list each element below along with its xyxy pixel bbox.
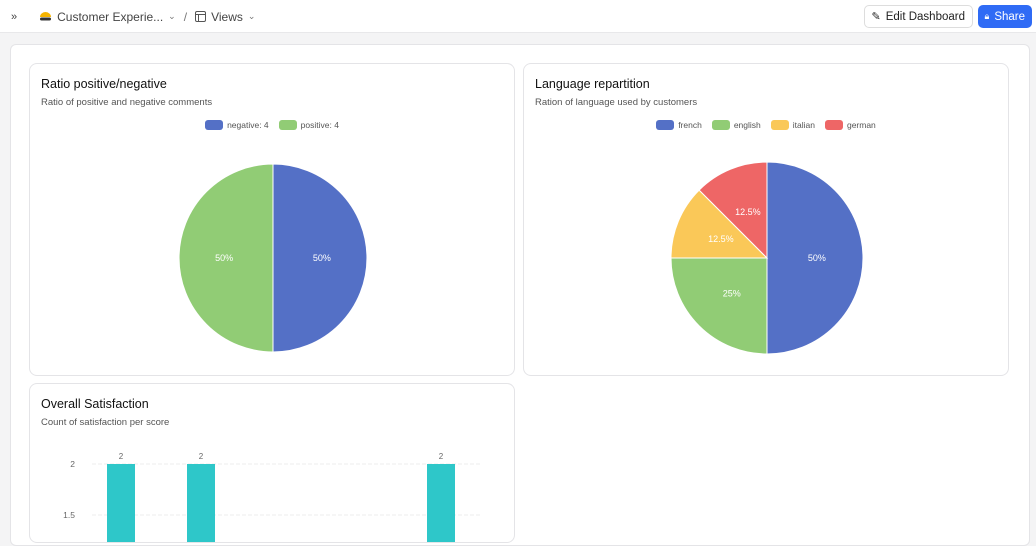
y-tick-label: 2 — [70, 459, 75, 469]
base-logo-icon — [40, 11, 52, 20]
bar-data-label: 2 — [119, 452, 124, 461]
bar-chart: 2 1.5 2 2 2 — [63, 452, 482, 542]
bar-data-label: 2 — [199, 452, 204, 461]
slice-label: 50% — [808, 253, 826, 263]
bar[interactable] — [427, 464, 455, 542]
card-title: Overall Satisfaction — [41, 397, 149, 411]
legend-swatch — [656, 120, 675, 130]
legend-label: french — [678, 120, 702, 130]
edit-dashboard-label: Edit Dashboard — [885, 10, 965, 23]
legend-label: positive: 4 — [300, 120, 339, 130]
pie-slice-italian[interactable] — [670, 189, 769, 259]
pie-slice-french[interactable] — [766, 161, 864, 355]
legend-label: english — [733, 120, 761, 130]
chart-card-ratio[interactable]: Ratio positive/negative Ratio of positiv… — [29, 63, 515, 376]
legend-item-negative[interactable]: negative: 4 — [205, 120, 269, 130]
legend-item-french[interactable]: french — [656, 120, 702, 130]
pencil-icon: ✎ — [871, 11, 881, 23]
chart-card-satisfaction[interactable]: Overall Satisfaction Count of satisfacti… — [29, 383, 515, 543]
bar[interactable] — [187, 464, 215, 542]
slice-label: 12.5% — [708, 234, 734, 244]
pie-chart: 50% 25% 12.5% 12.5% — [670, 161, 864, 355]
legend-swatch — [770, 120, 789, 130]
bar[interactable] — [107, 464, 135, 542]
breadcrumb-base[interactable]: Customer Experie... ⌄ — [39, 10, 176, 24]
legend-swatch — [711, 120, 730, 130]
card-subtitle: Count of satisfaction per score — [41, 417, 170, 428]
pie-chart: 50% 50% — [178, 163, 368, 353]
breadcrumb-separator: / — [183, 9, 188, 24]
edit-dashboard-button[interactable]: ✎ Edit Dashboard — [863, 5, 973, 28]
table-icon — [195, 11, 207, 22]
slice-label: 25% — [723, 288, 741, 298]
card-title: Language repartition — [535, 77, 650, 91]
breadcrumb-views[interactable]: Views ⌄ — [195, 10, 255, 24]
breadcrumb: » Customer Experie... ⌄ / Views ⌄ — [11, 0, 255, 33]
breadcrumb-views-label: Views — [211, 9, 243, 24]
expand-sidebar-icon[interactable]: » — [11, 10, 18, 23]
card-subtitle: Ratio of positive and negative comments — [41, 97, 213, 108]
slice-label: 12.5% — [735, 207, 761, 217]
y-tick-label: 1.5 — [63, 510, 75, 520]
legend-item-positive[interactable]: positive: 4 — [278, 120, 339, 130]
bar-data-label: 2 — [439, 452, 444, 461]
legend-swatch — [824, 120, 843, 130]
pie-slice-positive[interactable] — [178, 163, 274, 353]
top-bar: » Customer Experie... ⌄ / Views ⌄ ✎ Edit… — [0, 0, 1036, 33]
pie-slice-negative[interactable] — [272, 163, 368, 353]
legend-label: italian — [792, 120, 815, 130]
legend-label: german — [846, 120, 876, 130]
chevron-down-icon: ⌄ — [247, 11, 256, 21]
legend-item-italian[interactable]: italian — [770, 120, 815, 130]
legend: negative: 4 positive: 4 — [30, 120, 514, 130]
pie-slice-english[interactable] — [670, 257, 768, 355]
legend-item-english[interactable]: english — [711, 120, 761, 130]
legend-item-german[interactable]: german — [824, 120, 876, 130]
chart-card-language[interactable]: Language repartition Ration of language … — [523, 63, 1009, 376]
legend-swatch — [278, 120, 297, 130]
legend-swatch — [205, 120, 224, 130]
card-title: Ratio positive/negative — [41, 77, 167, 91]
share-label: Share — [994, 10, 1025, 23]
legend: french english italian german — [524, 120, 1008, 130]
chevron-down-icon: ⌄ — [168, 11, 176, 21]
pie-slice-german[interactable] — [698, 161, 768, 260]
breadcrumb-base-label: Customer Experie... — [57, 9, 164, 24]
slice-label: 50% — [215, 253, 233, 263]
slice-label: 50% — [313, 253, 331, 263]
legend-label: negative: 4 — [227, 120, 269, 130]
share-button[interactable]: 🔒︎ Share — [977, 5, 1032, 28]
card-subtitle: Ration of language used by customers — [535, 97, 698, 108]
lock-icon: 🔒︎ — [984, 11, 990, 21]
